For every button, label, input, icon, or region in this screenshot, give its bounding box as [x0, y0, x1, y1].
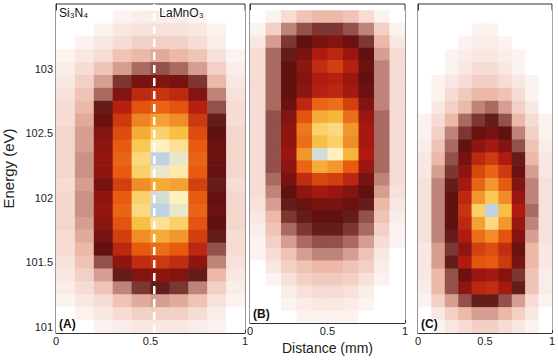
svg-text:(C): (C) [421, 317, 438, 331]
svg-text:0.5: 0.5 [143, 335, 158, 347]
svg-text:LaMnO₃: LaMnO₃ [159, 6, 203, 20]
svg-text:Energy (eV): Energy (eV) [0, 128, 17, 208]
svg-text:(B): (B) [253, 307, 270, 321]
svg-text:0.5: 0.5 [320, 325, 335, 337]
svg-text:0: 0 [415, 335, 421, 347]
svg-text:Si₃N₄: Si₃N₄ [59, 6, 88, 20]
svg-text:101: 101 [35, 321, 53, 333]
svg-text:Distance (mm): Distance (mm) [282, 340, 373, 356]
svg-text:0.5: 0.5 [477, 335, 492, 347]
svg-text:102.5: 102.5 [25, 127, 53, 139]
svg-text:101.5: 101.5 [25, 256, 53, 268]
svg-text:0: 0 [247, 325, 253, 337]
svg-text:(A): (A) [59, 317, 76, 331]
svg-text:103: 103 [35, 63, 53, 75]
svg-text:0: 0 [53, 335, 59, 347]
svg-text:1: 1 [241, 334, 249, 347]
svg-text:1: 1 [549, 335, 555, 347]
svg-text:102: 102 [35, 192, 53, 204]
svg-text:1: 1 [402, 325, 408, 337]
